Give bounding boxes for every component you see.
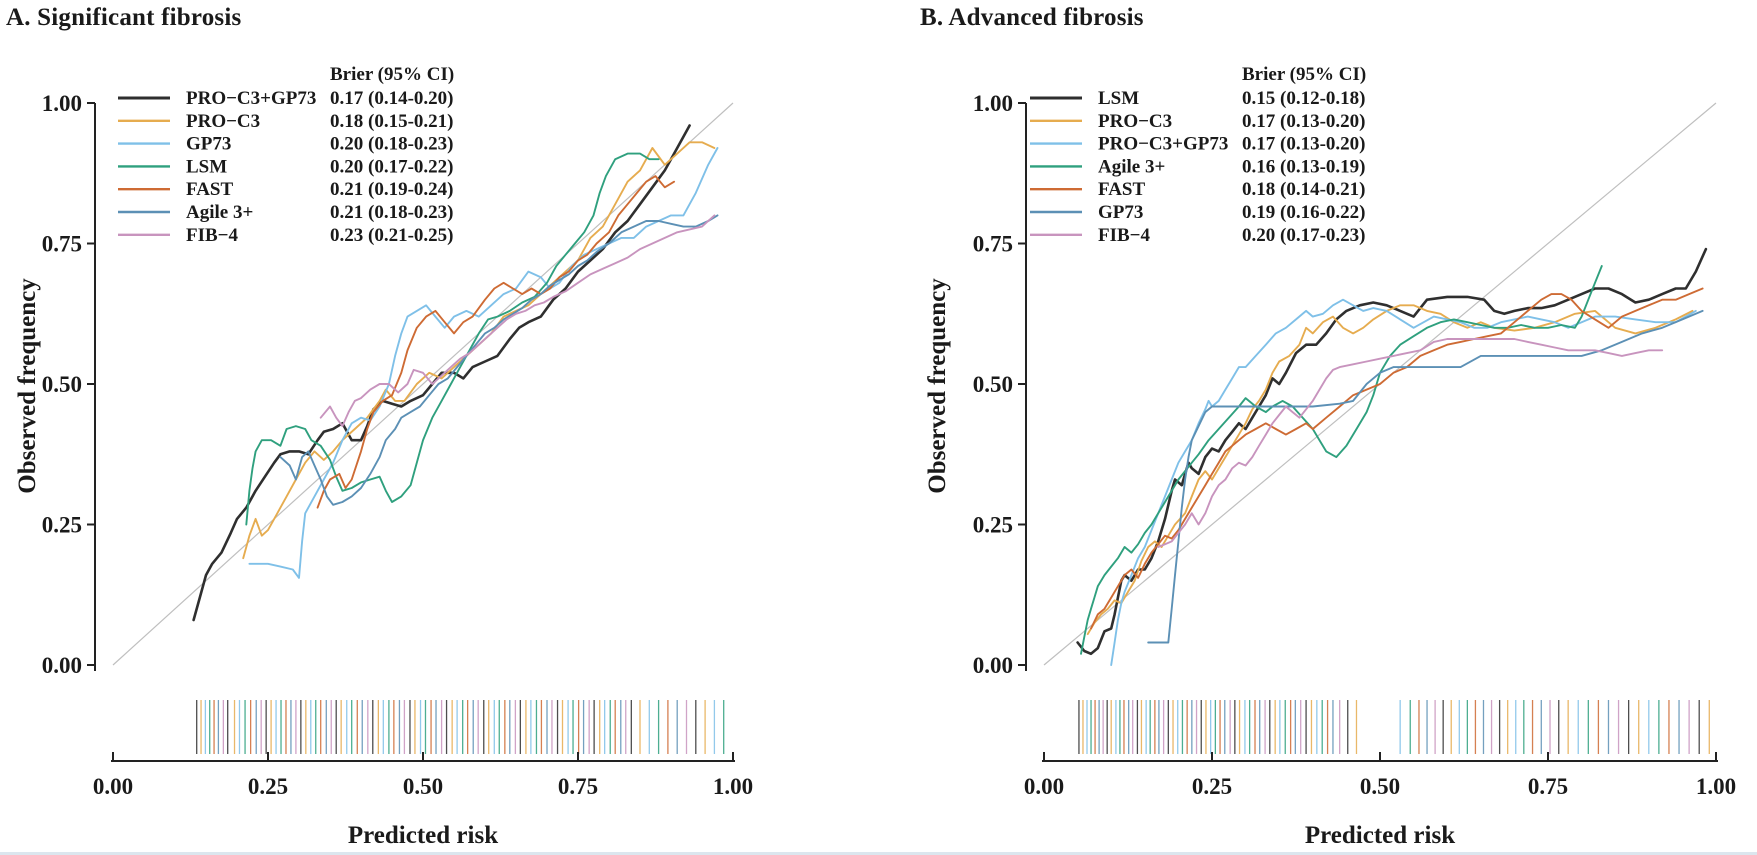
- panel-significant-fibrosis: A. Significant fibrosis Observed frequen…: [0, 0, 878, 852]
- legend-label: GP73: [186, 134, 231, 155]
- legend-brier: 0.20 (0.17-0.22): [330, 156, 453, 177]
- series-line-pro-c3: [1086, 304, 1694, 636]
- y-tick-label: 0.00: [42, 653, 82, 678]
- y-tick-label: 0.00: [973, 653, 1013, 678]
- series-line-fib-4: [319, 214, 716, 428]
- series-line-agile-3-: [1080, 265, 1603, 655]
- panel-b-title: B. Advanced fibrosis: [920, 4, 1144, 31]
- legend-brier: 0.20 (0.17-0.23): [1242, 225, 1365, 246]
- legend-label: PRO−C3: [1098, 111, 1172, 132]
- series-line-agile-3-: [279, 214, 719, 506]
- legend-brier: 0.18 (0.15-0.21): [330, 111, 453, 132]
- reference-diagonal: [112, 102, 734, 666]
- x-tick-label: 1.00: [1696, 774, 1736, 799]
- panel-a-plot: 0.00 0.25 0.50 0.75 1.00 0.00 0.25 0.50 0.75 1.00…: [42, 64, 753, 799]
- y-tick-label: 0.25: [973, 513, 1013, 538]
- legend-brier: 0.19 (0.16-0.22): [1242, 202, 1365, 223]
- legend-header: Brier (95% CI): [1242, 64, 1366, 85]
- series-lines: [1076, 247, 1708, 666]
- x-tick-label: 0.00: [1024, 774, 1064, 799]
- legend-brier: 0.18 (0.14-0.21): [1242, 179, 1365, 200]
- y-axis: 0.00 0.25 0.50 0.75 1.00: [42, 91, 96, 678]
- y-axis: 0.00 0.25 0.50 0.75 1.00: [973, 91, 1027, 678]
- series-line-gp73: [248, 147, 719, 579]
- rug-marks: [1078, 700, 1710, 754]
- panel-b-plot: 0.00 0.25 0.50 0.75 1.00 0.00 0.25 0.50 0.75 1.00…: [973, 64, 1736, 799]
- legend-brier: 0.21 (0.18-0.23): [330, 202, 453, 223]
- series-line-lsm: [1076, 247, 1708, 656]
- x-tick-label: 0.50: [403, 774, 443, 799]
- x-tick-label: 0.00: [93, 774, 133, 799]
- legend-label: LSM: [1098, 88, 1139, 109]
- legend-brier: 0.17 (0.13-0.20): [1242, 111, 1365, 132]
- legend-label: GP73: [1098, 202, 1143, 223]
- legend-label: LSM: [186, 156, 227, 177]
- panel-a-x-axis-label: Predicted risk: [347, 822, 499, 849]
- panel-b-x-axis-label: Predicted risk: [1304, 822, 1456, 849]
- legend-label: PRO−C3: [186, 111, 260, 132]
- legend-brier: 0.20 (0.18-0.23): [330, 134, 453, 155]
- series-line-fib-4: [1157, 338, 1664, 548]
- legend-brier: 0.23 (0.21-0.25): [330, 225, 453, 246]
- legend-brier: 0.17 (0.14-0.20): [330, 88, 453, 109]
- panel-advanced-fibrosis: B. Advanced fibrosis Observed frequency …: [878, 0, 1756, 852]
- legend-label: FAST: [1098, 179, 1145, 200]
- legend-brier: 0.15 (0.12-0.18): [1242, 88, 1365, 109]
- legend-label: FIB−4: [186, 225, 238, 246]
- y-tick-label: 0.75: [973, 232, 1013, 257]
- series-line-pro-c3-gp73: [1110, 298, 1697, 666]
- series-line-pro-c3-gp73: [192, 124, 691, 622]
- legend: Brier (95% CI) LSM 0.15 (0.12-0.18) PRO−C3 0…: [1030, 64, 1366, 246]
- x-tick-label: 0.25: [248, 774, 288, 799]
- legend-brier: 0.17 (0.13-0.20): [1242, 134, 1365, 155]
- x-axis: 0.00 0.25 0.50 0.75 1.00: [93, 752, 753, 799]
- legend-brier: 0.21 (0.19-0.24): [330, 179, 453, 200]
- legend-label: FAST: [186, 179, 233, 200]
- series-line-fast: [316, 175, 676, 509]
- x-tick-label: 1.00: [713, 774, 753, 799]
- series-line-fast: [1090, 287, 1704, 630]
- series-line-lsm: [245, 152, 660, 526]
- panel-a-title: A. Significant fibrosis: [6, 4, 242, 31]
- series-lines: [192, 124, 719, 622]
- y-tick-label: 0.25: [42, 513, 82, 538]
- legend-label: Agile 3+: [186, 202, 253, 223]
- legend-label: FIB−4: [1098, 225, 1150, 246]
- series-line-gp73: [1147, 309, 1704, 644]
- legend-header: Brier (95% CI): [330, 64, 454, 85]
- x-tick-label: 0.75: [1528, 774, 1568, 799]
- legend-label: Agile 3+: [1098, 156, 1165, 177]
- x-tick-label: 0.75: [558, 774, 598, 799]
- legend: Brier (95% CI) PRO−C3+GP73 0.17 (0.14-0.20…: [118, 64, 454, 246]
- y-tick-label: 1.00: [42, 91, 82, 116]
- x-tick-label: 0.50: [1360, 774, 1400, 799]
- y-tick-label: 1.00: [973, 91, 1013, 116]
- x-tick-label: 0.25: [1192, 774, 1232, 799]
- legend-label: PRO−C3+GP73: [186, 88, 316, 109]
- legend-brier: 0.16 (0.13-0.19): [1242, 156, 1365, 177]
- legend-label: PRO−C3+GP73: [1098, 134, 1228, 155]
- y-tick-label: 0.50: [42, 372, 82, 397]
- y-tick-label: 0.75: [42, 232, 82, 257]
- y-tick-label: 0.50: [973, 372, 1013, 397]
- x-axis: 0.00 0.25 0.50 0.75 1.00: [1024, 752, 1736, 799]
- rug-marks: [196, 700, 725, 754]
